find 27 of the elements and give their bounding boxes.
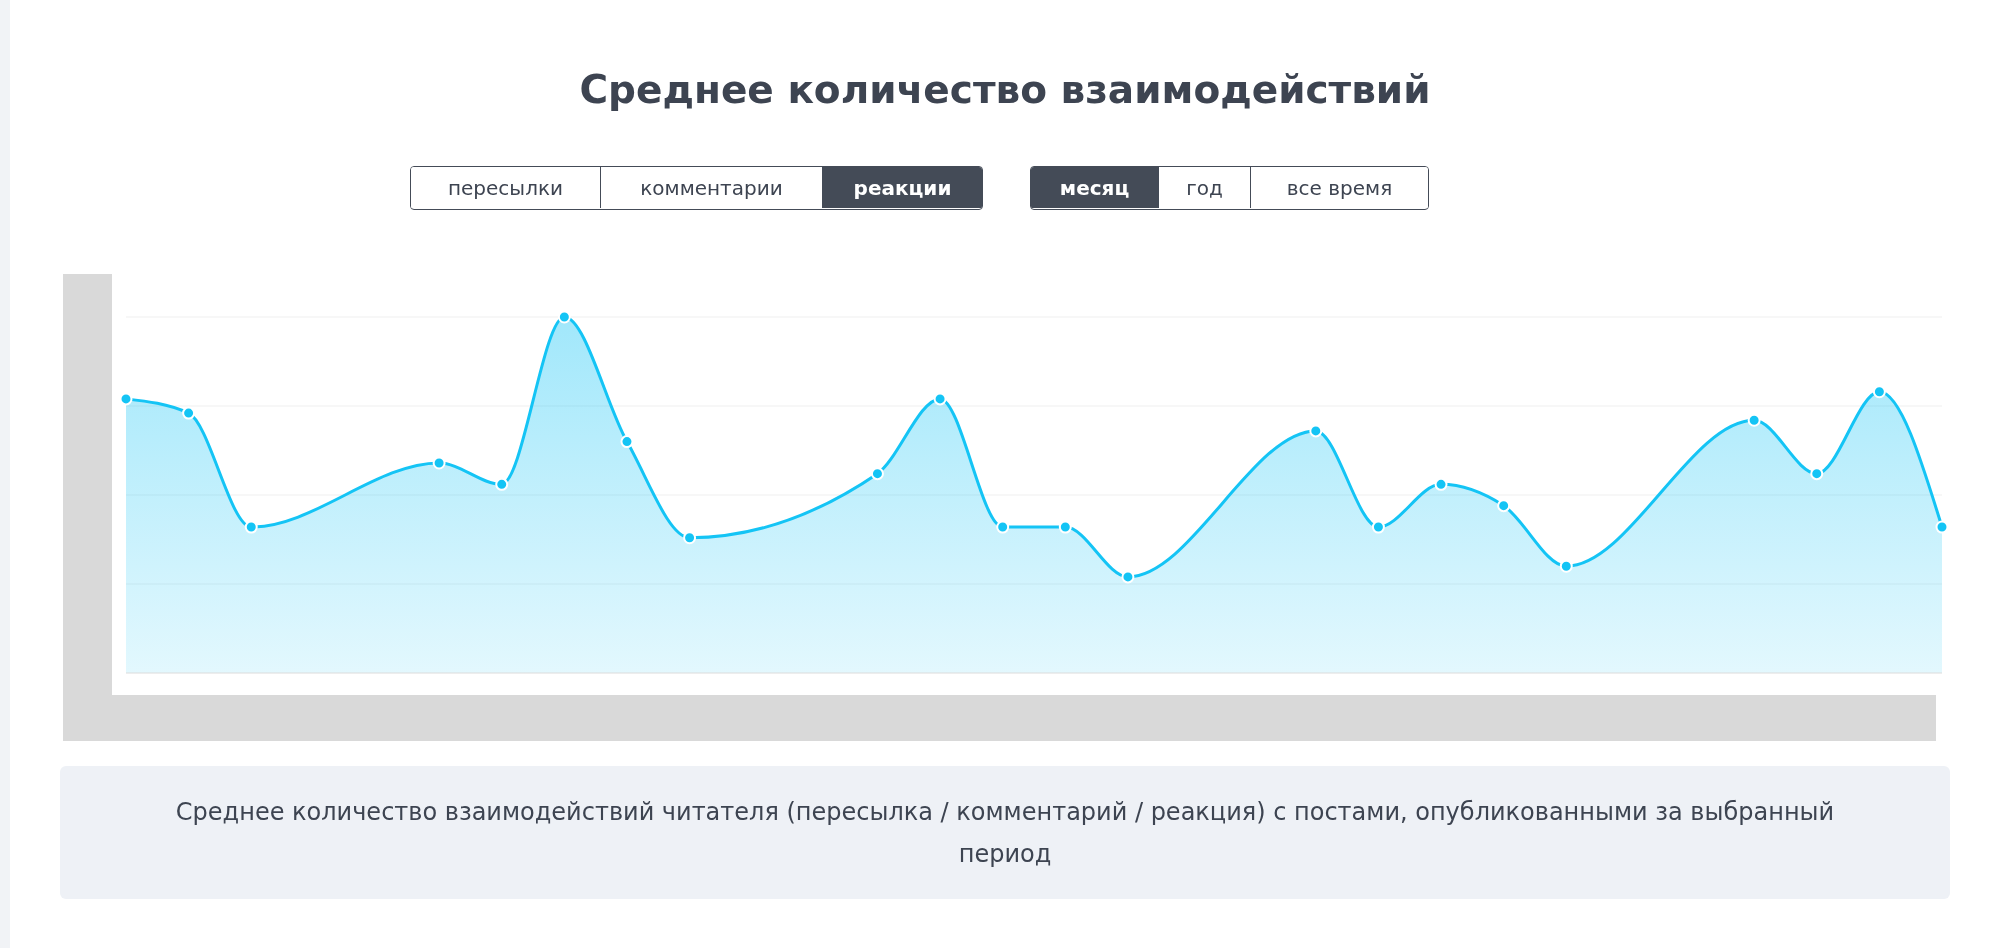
point <box>1872 385 1886 399</box>
point <box>495 477 509 491</box>
point <box>1309 424 1323 438</box>
point <box>1371 520 1385 534</box>
point <box>1747 413 1761 427</box>
point <box>996 520 1010 534</box>
point <box>1058 520 1072 534</box>
point <box>870 467 884 481</box>
point <box>244 520 258 534</box>
point <box>182 406 196 420</box>
point <box>1497 499 1511 513</box>
point <box>432 456 446 470</box>
tab-button: все время <box>1250 167 1428 208</box>
point <box>933 392 947 406</box>
tab-button: реакции <box>822 167 982 208</box>
text: Среднее количество взаимодействий читателя (пересылка / комментарий / реакция) с постами, опубликованными за выбранный период <box>174 796 1836 870</box>
point <box>1935 520 1949 534</box>
chart-title: Среднее количество взаимодействий <box>578 66 1432 114</box>
point <box>1121 570 1135 584</box>
point <box>1810 467 1824 481</box>
tab-button: месяц <box>1031 167 1158 208</box>
point <box>557 310 571 324</box>
point <box>620 435 634 449</box>
point <box>119 392 133 406</box>
point <box>1434 477 1448 491</box>
point <box>683 531 697 545</box>
point <box>1559 559 1573 573</box>
